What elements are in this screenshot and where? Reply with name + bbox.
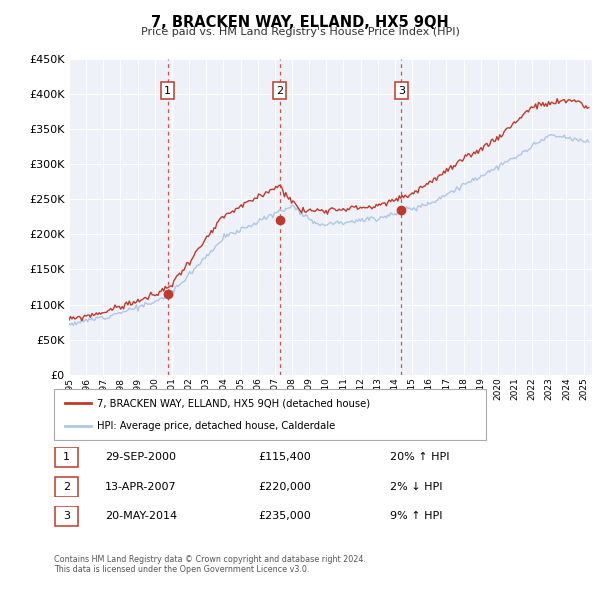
Text: £235,000: £235,000 bbox=[258, 512, 311, 521]
Text: 29-SEP-2000: 29-SEP-2000 bbox=[105, 453, 176, 462]
Text: 2% ↓ HPI: 2% ↓ HPI bbox=[390, 482, 443, 491]
Text: 7, BRACKEN WAY, ELLAND, HX5 9QH: 7, BRACKEN WAY, ELLAND, HX5 9QH bbox=[151, 15, 449, 30]
Text: 1: 1 bbox=[63, 453, 70, 462]
Text: 2: 2 bbox=[276, 86, 283, 96]
Text: Contains HM Land Registry data © Crown copyright and database right 2024.: Contains HM Land Registry data © Crown c… bbox=[54, 555, 366, 564]
Text: 3: 3 bbox=[63, 512, 70, 521]
Text: £115,400: £115,400 bbox=[258, 453, 311, 462]
Text: 9% ↑ HPI: 9% ↑ HPI bbox=[390, 512, 443, 521]
Text: HPI: Average price, detached house, Calderdale: HPI: Average price, detached house, Cald… bbox=[97, 421, 335, 431]
Text: 13-APR-2007: 13-APR-2007 bbox=[105, 482, 176, 491]
Text: This data is licensed under the Open Government Licence v3.0.: This data is licensed under the Open Gov… bbox=[54, 565, 310, 574]
Text: 20-MAY-2014: 20-MAY-2014 bbox=[105, 512, 177, 521]
Text: 20% ↑ HPI: 20% ↑ HPI bbox=[390, 453, 449, 462]
Text: 3: 3 bbox=[398, 86, 405, 96]
Text: 1: 1 bbox=[164, 86, 171, 96]
Text: 2: 2 bbox=[63, 482, 70, 491]
FancyBboxPatch shape bbox=[55, 506, 78, 526]
Text: Price paid vs. HM Land Registry's House Price Index (HPI): Price paid vs. HM Land Registry's House … bbox=[140, 27, 460, 37]
FancyBboxPatch shape bbox=[55, 447, 78, 467]
FancyBboxPatch shape bbox=[54, 389, 486, 440]
FancyBboxPatch shape bbox=[55, 477, 78, 497]
Text: 7, BRACKEN WAY, ELLAND, HX5 9QH (detached house): 7, BRACKEN WAY, ELLAND, HX5 9QH (detache… bbox=[97, 398, 370, 408]
Text: £220,000: £220,000 bbox=[258, 482, 311, 491]
